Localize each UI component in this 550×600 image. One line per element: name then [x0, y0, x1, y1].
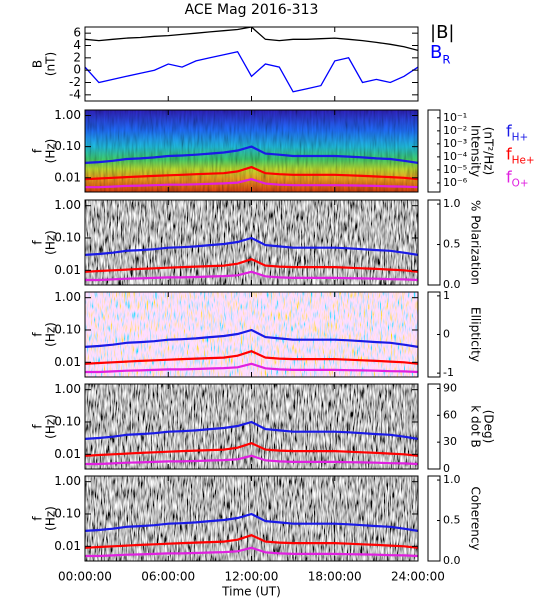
colorbar-label: k dot B: [469, 405, 483, 447]
y-tick-label: 0.10: [54, 414, 81, 428]
y-tick-label: 1.00: [54, 290, 81, 304]
colorbar-tick-label: 0: [443, 462, 450, 475]
x-tick-label: 00:00:00: [58, 570, 112, 584]
colorbar-label: Ellipticity: [469, 307, 483, 362]
colorbar-label: (nT²/Hz): [482, 127, 496, 175]
colorbar-label: % Polarization: [469, 200, 483, 285]
y-tick-label: 1.00: [54, 382, 81, 396]
y-tick-label: 0.10: [54, 230, 81, 244]
y-tick-label: -2: [69, 75, 81, 89]
y-axis-label: f: [31, 240, 45, 245]
y-tick-label: 0.01: [54, 355, 81, 369]
colorbar-tick-label: 10⁻⁵: [443, 163, 467, 176]
y-axis-label: f: [31, 148, 45, 153]
colorbar-tick-label: 10⁻³: [443, 137, 467, 150]
series-line: [85, 534, 418, 549]
colorbar-tick-label: 0: [443, 328, 450, 341]
y-axis-label: (Hz): [44, 139, 58, 164]
y-axis-label: f: [31, 424, 45, 429]
colorbar-label: Coherency: [469, 486, 483, 550]
colorbar-tick-label: 30: [443, 435, 457, 448]
colorbar-tick-label: 60: [443, 408, 457, 421]
y-axis-label: (Hz): [44, 322, 58, 347]
legend-entry: fHe+: [506, 145, 535, 167]
colorbar-tick-label: 10⁻¹: [443, 111, 467, 124]
legend-subscript: O+: [512, 178, 529, 190]
series-line: [85, 27, 418, 52]
colorbar-tick-label: 0.5: [443, 514, 461, 527]
y-tick-label: -4: [69, 87, 81, 101]
colorbar-tick-label: 10⁻²: [443, 124, 467, 137]
legend-subscript: R: [442, 52, 450, 66]
series-line: [85, 270, 418, 282]
x-tick-label: 06:00:00: [141, 570, 195, 584]
colorbar-tick-label: -1: [443, 366, 454, 379]
series-line: [85, 350, 418, 365]
x-tick-label: 18:00:00: [308, 570, 362, 584]
y-axis-label: B: [31, 60, 45, 68]
legend-entry: |B|: [430, 22, 454, 43]
y-tick-label: 0: [73, 63, 81, 77]
series-line: [85, 328, 418, 348]
y-tick-label: 0.01: [54, 539, 81, 553]
y-tick-label: 1.00: [54, 108, 81, 122]
series-line: [85, 145, 418, 164]
series-line: [85, 178, 418, 189]
series-line: [85, 236, 418, 256]
colorbar-tick-label: 1.0: [443, 473, 461, 486]
legend-subscript: H+: [512, 132, 529, 144]
colorbar: [427, 383, 441, 470]
colorbar-label: Intensity: [469, 125, 483, 177]
colorbar-tick-label: 10⁻⁴: [443, 150, 468, 163]
series-line: [85, 512, 418, 532]
y-tick-label: 2: [73, 50, 81, 64]
y-tick-label: 0.01: [54, 263, 81, 277]
y-tick-label: 0.01: [54, 447, 81, 461]
y-tick-label: 4: [73, 38, 81, 52]
legend-subscript: He+: [512, 155, 535, 167]
legend-entry: BR: [430, 42, 450, 66]
x-axis-label: Time (UT): [221, 585, 281, 599]
colorbar: [427, 475, 441, 562]
series-line: [85, 442, 418, 457]
legend-entry: fH+: [506, 122, 528, 144]
colorbar-label: (Deg): [482, 410, 496, 444]
series-line: [85, 50, 418, 93]
y-axis-label: (Hz): [44, 506, 58, 531]
x-tick-label: 24:00:00: [391, 570, 445, 584]
y-axis-label: f: [31, 332, 45, 337]
y-tick-label: 0.01: [54, 170, 81, 184]
colorbar-tick-label: 1.0: [443, 197, 461, 210]
series-line: [85, 420, 418, 440]
series-line: [85, 454, 418, 466]
series-line: [85, 165, 418, 181]
y-axis-label: (Hz): [44, 414, 58, 439]
colorbar-tick-label: 90: [443, 381, 457, 394]
y-axis-label: f: [31, 516, 45, 521]
y-tick-label: 1.00: [54, 474, 81, 488]
y-tick-label: 0.10: [54, 506, 81, 520]
series-line: [85, 546, 418, 558]
y-axis-label: (nT): [44, 52, 58, 76]
colorbar-tick-label: 0.5: [443, 238, 461, 251]
series-line: [85, 362, 418, 374]
y-tick-label: 1.00: [54, 198, 81, 212]
y-tick-label: 6: [73, 26, 81, 40]
x-tick-label: 12:00:00: [225, 570, 279, 584]
colorbar-tick-label: 10⁻⁶: [443, 176, 468, 189]
y-axis-label: (Hz): [44, 230, 58, 255]
colorbar-tick-label: 0.0: [443, 554, 461, 567]
y-tick-label: 0.10: [54, 322, 81, 336]
colorbar: [427, 109, 441, 193]
legend-entry: fO+: [506, 168, 529, 190]
y-tick-label: 0.10: [54, 139, 81, 153]
series-line: [85, 258, 418, 273]
chart-title: ACE Mag 2016-313: [185, 2, 319, 18]
colorbar: [427, 199, 441, 286]
colorbar-tick-label: 0.0: [443, 278, 461, 291]
colorbar-tick-label: 1: [443, 289, 450, 302]
